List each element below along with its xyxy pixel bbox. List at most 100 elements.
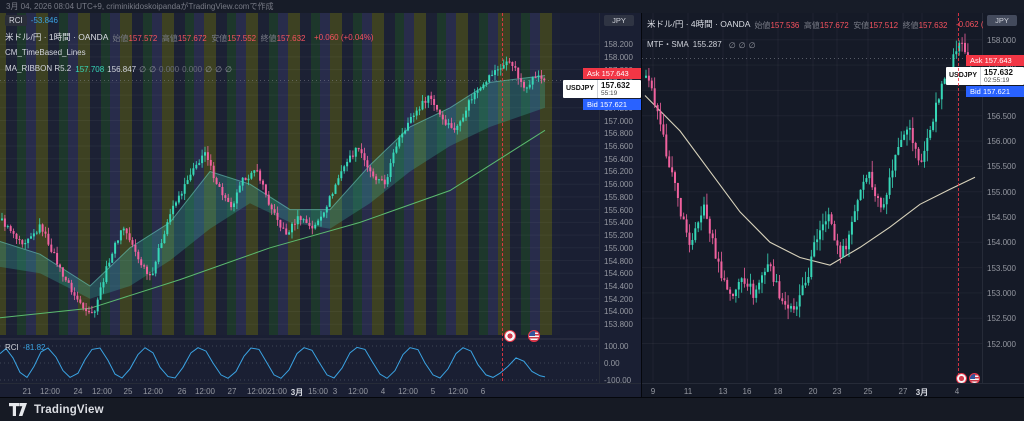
right-change-value: -0.062 (-0.04%) (955, 19, 983, 29)
right-bid-price-label: Bid 157.621 (966, 86, 1024, 97)
time-axis-tick: 18 (773, 387, 783, 396)
cm-timebased-lines-label[interactable]: CM_TimeBased_Lines (5, 48, 86, 57)
us-flag-event-icon[interactable] (969, 373, 980, 383)
right-price-axis[interactable]: JPY 158.000157.500157.000156.500156.0001… (946, 13, 1024, 383)
right-time-axis[interactable]: 9 11 13 16 18 20 23 25 27 3月 4 (642, 383, 1024, 397)
time-axis-tick: 26 (177, 387, 187, 396)
price-axis-tick: 155.500 (987, 162, 1016, 171)
left-ask-price-label: Ask 157.643 (583, 68, 641, 79)
japan-flag-event-icon[interactable] (504, 330, 516, 342)
ma-ribbon-value: 0.000 (182, 65, 203, 74)
time-axis-tick: 3月 (915, 388, 929, 397)
price-axis-tick: 158.000 (987, 36, 1016, 45)
rci-axis-tick: 0.00 (604, 359, 620, 368)
price-axis-tick: 155.800 (604, 193, 633, 202)
time-axis-tick: 16 (742, 387, 752, 396)
ohlc-pair: 始値157.536 (754, 21, 800, 30)
tradingview-brand-text[interactable]: TradingView (34, 403, 104, 416)
rci-indicator-pill[interactable]: RCI (5, 15, 27, 26)
ma-ribbon-value: 157.708 (75, 65, 105, 74)
left-symbol-row[interactable]: 米ドル/円 · 1時間 · OANDA 始値157.572 高値157.672 … (5, 28, 374, 46)
ohlc-pair: 終値157.632 (260, 34, 306, 43)
mtf-sma-extra: ∅ (738, 41, 746, 50)
left-price-pane[interactable]: RCI -53.846 米ドル/円 · 1時間 · OANDA 始値157.57… (0, 13, 599, 383)
right-currency-button[interactable]: JPY (987, 15, 1017, 26)
panel-divider (641, 13, 642, 397)
rci-pane-legend[interactable]: RCI -81.82 (5, 343, 45, 352)
price-axis-tick: 155.000 (604, 244, 633, 253)
left-indicator2-row[interactable]: CM_TimeBased_Lines (5, 48, 374, 57)
tradingview-logo-icon[interactable] (9, 403, 27, 416)
chart-panel-left: RCI -53.846 米ドル/円 · 1時間 · OANDA 始値157.57… (0, 13, 641, 397)
left-ma-ribbon-row[interactable]: MA_RIBBON R5.2 157.708 156.847 ∅ ∅ 0.000 0.00… (5, 59, 374, 77)
ma-ribbon-value: ∅ (149, 65, 157, 74)
left-last-price: 157.632 (601, 81, 630, 90)
time-axis-tick: 21:00 (266, 387, 288, 396)
price-axis-tick: 155.200 (604, 231, 633, 240)
price-axis-tick: 155.400 (604, 218, 633, 227)
right-price-pane[interactable]: 米ドル/円 · 4時間 · OANDA 始値157.536 高値157.672 … (642, 13, 983, 383)
mtf-sma-label[interactable]: MTF・SMA (647, 39, 689, 49)
left-time-axis[interactable]: 21 12:00 24 12:00 25 12:00 26 12:00 27 12:00 21:00… (0, 383, 641, 397)
right-symbol-title[interactable]: 米ドル/円 · 4時間 · OANDA (647, 19, 751, 29)
time-axis-tick: 4 (954, 387, 960, 396)
right-legend: 米ドル/円 · 4時間 · OANDA 始値157.536 高値157.672 … (647, 15, 983, 55)
price-axis-tick: 156.000 (604, 180, 633, 189)
price-axis-tick: 156.600 (604, 142, 633, 151)
time-axis-tick: 25 (123, 387, 133, 396)
price-axis-tick: 156.500 (987, 112, 1016, 121)
time-axis-tick: 12:00 (39, 387, 61, 396)
rci-axis-tick: -100.00 (604, 376, 632, 385)
left-change-value: +0.060 (+0.04%) (313, 32, 374, 42)
right-chart-canvas[interactable] (642, 13, 983, 383)
japan-flag-event-icon[interactable] (956, 373, 967, 383)
rci-pane-value: -81.82 (22, 343, 46, 352)
rci-pane-label[interactable]: RCI (5, 343, 19, 352)
rci-indicator-value: -53.846 (30, 16, 58, 25)
price-axis-tick: 152.500 (987, 314, 1016, 323)
chart-layout: RCI -53.846 米ドル/円 · 1時間 · OANDA 始値157.57… (0, 13, 1024, 397)
price-axis-tick: 154.000 (604, 307, 633, 316)
price-axis-tick: 155.600 (604, 206, 633, 215)
time-axis-tick: 4 (380, 387, 386, 396)
price-axis-tick: 158.200 (604, 40, 633, 49)
time-axis-tick: 12:00 (194, 387, 216, 396)
ohlc-pair: 始値157.572 (112, 34, 158, 43)
creation-info-text: 3月 04, 2026 08:04 UTC+9, criminikidoskoi… (6, 2, 274, 11)
price-axis-tick: 156.800 (604, 129, 633, 138)
time-axis-tick: 20 (808, 387, 818, 396)
price-axis-tick: 154.400 (604, 282, 633, 291)
left-bid-price-label: Bid 157.621 (583, 99, 641, 110)
ma-ribbon-value: ∅ (225, 65, 232, 74)
time-axis-tick: 11 (683, 387, 693, 396)
time-axis-tick: 9 (650, 387, 656, 396)
us-flag-event-icon[interactable] (528, 330, 540, 342)
left-symbol-title[interactable]: 米ドル/円 · 1時間 · OANDA (5, 32, 109, 42)
ma-ribbon-label[interactable]: MA_RIBBON R5.2 (5, 63, 72, 73)
left-rci-legend-row[interactable]: RCI -53.846 (5, 15, 374, 26)
price-axis-tick: 154.500 (987, 213, 1016, 222)
left-chart-canvas[interactable] (0, 13, 599, 383)
right-last-price-label: USDJPY 157.632 02:55:19 (946, 67, 1024, 85)
right-mtf-sma-row[interactable]: MTF・SMA 155.287 ∅ ∅ ∅ (647, 35, 983, 53)
mtf-sma-extra-values: ∅ ∅ ∅ (729, 35, 759, 53)
price-axis-tick: 155.000 (987, 188, 1016, 197)
time-axis-tick: 3 (332, 387, 338, 396)
left-last-price-label: USDJPY 157.632 55:19 (563, 80, 641, 98)
price-axis-tick: 154.200 (604, 295, 633, 304)
price-axis-tick: 153.000 (987, 289, 1016, 298)
right-symbol-row[interactable]: 米ドル/円 · 4時間 · OANDA 始値157.536 高値157.672 … (647, 15, 983, 33)
time-axis-tick: 6 (480, 387, 486, 396)
right-last-price: 157.632 (984, 68, 1013, 77)
event-time-marker-line (502, 13, 503, 381)
time-axis-tick: 23 (832, 387, 842, 396)
ohlc-pair: 高値157.672 (803, 21, 849, 30)
left-currency-button[interactable]: JPY (604, 15, 634, 26)
ohlc-pair: 安値157.552 (211, 34, 257, 43)
left-bar-countdown: 55:19 (601, 90, 618, 97)
left-price-axis[interactable]: JPY 158.200158.000157.800157.600157.4001… (563, 13, 641, 385)
time-axis-tick: 24 (73, 387, 83, 396)
right-symbol-short: USDJPY (946, 67, 982, 85)
creation-info-bar: 3月 04, 2026 08:04 UTC+9, criminikidoskoi… (0, 0, 1024, 13)
